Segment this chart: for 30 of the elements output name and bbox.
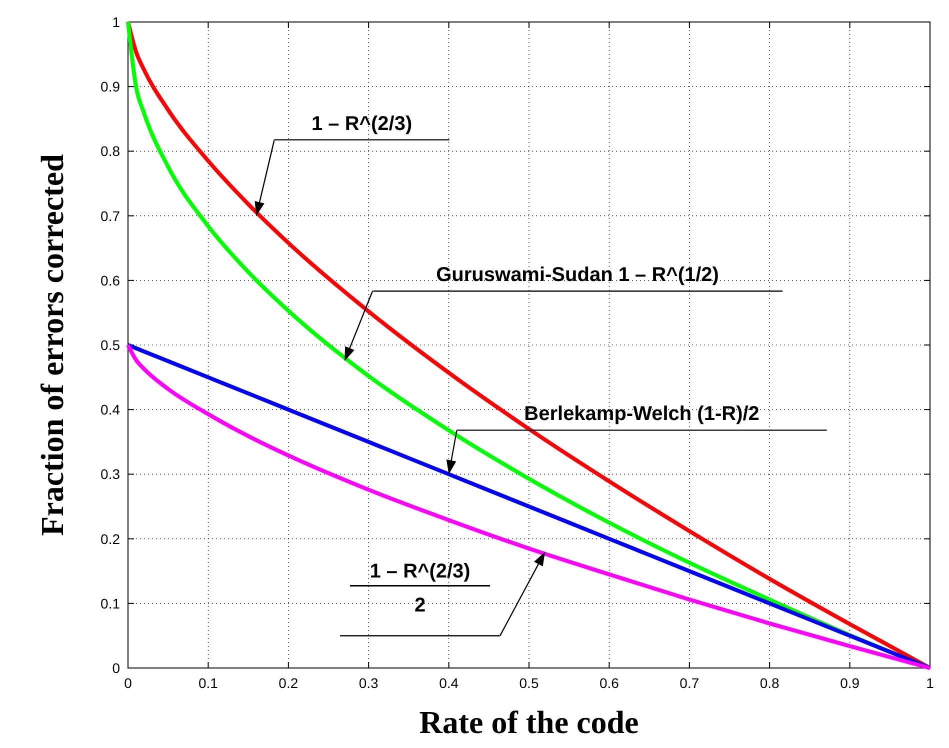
y-tick-label: 0 <box>112 660 120 676</box>
y-tick-label: 0.5 <box>100 337 120 353</box>
y-tick-label: 0.6 <box>100 272 120 288</box>
line-series <box>126 343 932 670</box>
x-axis-title: Rate of the code <box>419 704 639 740</box>
y-tick-label: 0.2 <box>100 530 120 547</box>
x-tick-label: 0.5 <box>519 675 539 691</box>
y-tick-label: 0.4 <box>100 402 120 418</box>
x-tick-label: 0 <box>124 675 132 691</box>
x-tick-label: 0.3 <box>358 675 379 691</box>
x-tick-label: 0.9 <box>840 675 860 691</box>
x-tick-label: 0.4 <box>439 675 459 691</box>
annotation: Guruswami-Sudan 1 – R^(1/2) <box>436 264 719 286</box>
y-tick-label: 0.9 <box>100 78 120 95</box>
y-tick-label: 0.8 <box>100 143 120 160</box>
x-tick-label: 0.6 <box>599 675 620 691</box>
y-tick-label: 0.3 <box>100 466 120 482</box>
x-tick-label: 0.2 <box>278 675 298 691</box>
annotation: 1 – R^(2/3) 2 <box>370 560 470 617</box>
x-tick-label: 1 <box>926 675 934 691</box>
annotation: 1 – R^(2/3) <box>312 112 412 135</box>
x-tick-label: 0.8 <box>760 675 780 691</box>
x-tick-label: 0.7 <box>680 675 700 691</box>
y-tick-label: 1 <box>112 14 120 30</box>
x-tick-label: 0.1 <box>198 675 218 691</box>
line-series <box>126 20 932 670</box>
y-axis-title: Fraction of errors corrected <box>34 154 70 536</box>
y-tick-label: 0.1 <box>100 595 120 612</box>
annotation: Berlekamp-Welch (1-R)/2 <box>524 403 760 426</box>
y-tick-label: 0.7 <box>100 208 120 224</box>
